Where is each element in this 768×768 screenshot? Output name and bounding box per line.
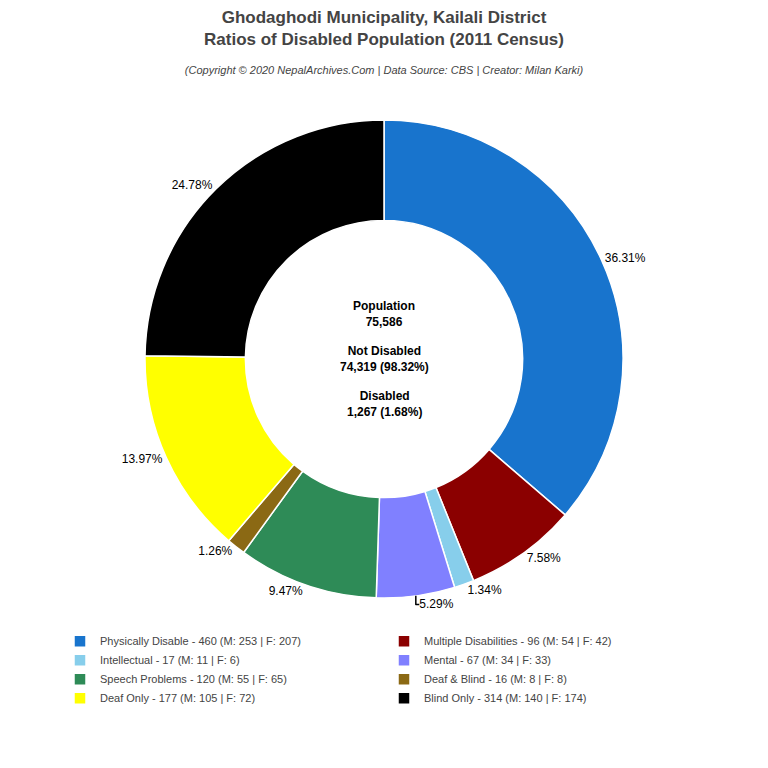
svg-text:9.47%: 9.47% bbox=[269, 584, 303, 598]
svg-text:Intellectual - 17 (M: 11 | F:: Intellectual - 17 (M: 11 | F: 6) bbox=[100, 654, 240, 666]
svg-text:24.78%: 24.78% bbox=[172, 178, 213, 192]
svg-text:Deaf & Blind - 16 (M: 8 | F: 8: Deaf & Blind - 16 (M: 8 | F: 8) bbox=[424, 673, 567, 685]
svg-text:1.34%: 1.34% bbox=[468, 583, 502, 597]
svg-text:7.58%: 7.58% bbox=[527, 551, 561, 565]
svg-text:Blind Only - 314 (M: 140 | F:: Blind Only - 314 (M: 140 | F: 174) bbox=[424, 692, 586, 704]
svg-text:5.29%: 5.29% bbox=[419, 597, 453, 611]
svg-text:Mental - 67 (M: 34 | F: 33): Mental - 67 (M: 34 | F: 33) bbox=[424, 654, 551, 666]
svg-text:(Copyright © 2020 NepalArchive: (Copyright © 2020 NepalArchives.Com | Da… bbox=[185, 64, 584, 76]
svg-text:Population75,586: Population75,586 bbox=[353, 299, 415, 329]
svg-text:Multiple Disabilities - 96 (M:: Multiple Disabilities - 96 (M: 54 | F: 4… bbox=[424, 635, 611, 647]
svg-text:Disabled1,267 (1.68%): Disabled1,267 (1.68%) bbox=[347, 389, 422, 419]
svg-text:Not Disabled74,319 (98.32%): Not Disabled74,319 (98.32%) bbox=[340, 344, 429, 374]
svg-text:Physically Disable - 460 (M: 2: Physically Disable - 460 (M: 253 | F: 20… bbox=[100, 635, 301, 647]
svg-text:1.26%: 1.26% bbox=[198, 544, 232, 558]
svg-text:13.97%: 13.97% bbox=[122, 452, 163, 466]
svg-text:Deaf Only - 177 (M: 105 | F: 7: Deaf Only - 177 (M: 105 | F: 72) bbox=[100, 692, 255, 704]
svg-text:36.31%: 36.31% bbox=[605, 251, 646, 265]
svg-text:Ghodaghodi Municipality, Kaila: Ghodaghodi Municipality, Kailali Distric… bbox=[204, 8, 564, 49]
svg-text:Speech Problems - 120 (M: 55 |: Speech Problems - 120 (M: 55 | F: 65) bbox=[100, 673, 287, 685]
